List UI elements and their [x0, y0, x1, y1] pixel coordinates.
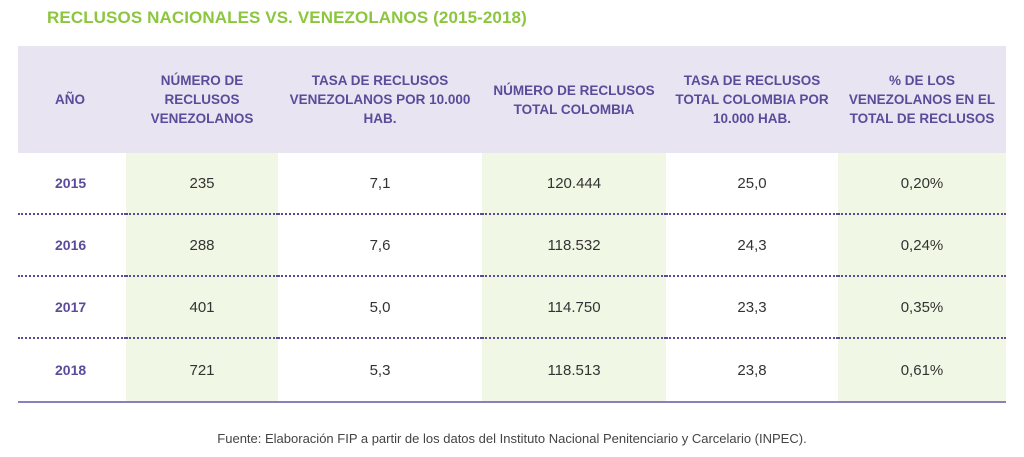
cell-num-venezolanos: 235	[126, 153, 278, 215]
cell-num-venezolanos: 401	[126, 276, 278, 339]
table-body: 2015 235 7,1 120.444 25,0 0,20% 2016 288…	[18, 153, 1006, 403]
cell-tasa-venezolanos: 5,0	[278, 276, 482, 339]
cell-porcentaje: 0,35%	[838, 276, 1006, 339]
cell-year: 2018	[18, 338, 126, 403]
header-year: AÑO	[18, 46, 126, 153]
cell-num-total: 118.532	[482, 214, 666, 277]
source-note: Fuente: Elaboración FIP a partir de los …	[217, 431, 807, 446]
table-header: AÑO NÚMERO DE RECLUSOS VENEZOLANOS TASA …	[18, 46, 1006, 153]
cell-num-venezolanos: 721	[126, 338, 278, 403]
cell-tasa-total: 25,0	[666, 153, 838, 215]
cell-tasa-venezolanos: 7,6	[278, 214, 482, 277]
cell-year: 2017	[18, 276, 126, 339]
cell-year: 2016	[18, 214, 126, 277]
table-row: 2017 401 5,0 114.750 23,3 0,35%	[18, 276, 1006, 339]
header-row: AÑO NÚMERO DE RECLUSOS VENEZOLANOS TASA …	[18, 46, 1006, 153]
header-tasa-total: TASA DE RECLUSOS TOTAL COLOMBIA POR 10.0…	[666, 46, 838, 153]
cell-tasa-venezolanos: 7,1	[278, 153, 482, 215]
cell-num-total: 120.444	[482, 153, 666, 215]
prisoners-table: AÑO NÚMERO DE RECLUSOS VENEZOLANOS TASA …	[18, 46, 1006, 403]
cell-num-venezolanos: 288	[126, 214, 278, 277]
cell-porcentaje: 0,24%	[838, 214, 1006, 277]
cell-porcentaje: 0,61%	[838, 338, 1006, 403]
header-num-venezolanos: NÚMERO DE RECLUSOS VENEZOLANOS	[126, 46, 278, 153]
cell-num-total: 118.513	[482, 338, 666, 403]
table-row: 2018 721 5,3 118.513 23,8 0,61%	[18, 338, 1006, 403]
cell-porcentaje: 0,20%	[838, 153, 1006, 215]
page-title: RECLUSOS NACIONALES VS. VENEZOLANOS (201…	[47, 8, 527, 27]
cell-tasa-total: 23,3	[666, 276, 838, 339]
header-tasa-venezolanos: TASA DE RECLUSOS VENEZOLANOS POR 10.000 …	[278, 46, 482, 153]
cell-year: 2015	[18, 153, 126, 215]
table-row: 2016 288 7,6 118.532 24,3 0,24%	[18, 214, 1006, 277]
cell-num-total: 114.750	[482, 276, 666, 339]
cell-tasa-venezolanos: 5,3	[278, 338, 482, 403]
header-num-total: NÚMERO DE RECLUSOS TOTAL COLOMBIA	[482, 46, 666, 153]
cell-tasa-total: 23,8	[666, 338, 838, 403]
cell-tasa-total: 24,3	[666, 214, 838, 277]
header-porcentaje: % DE LOS VENEZOLANOS EN EL TOTAL DE RECL…	[838, 46, 1006, 153]
table-row: 2015 235 7,1 120.444 25,0 0,20%	[18, 153, 1006, 215]
